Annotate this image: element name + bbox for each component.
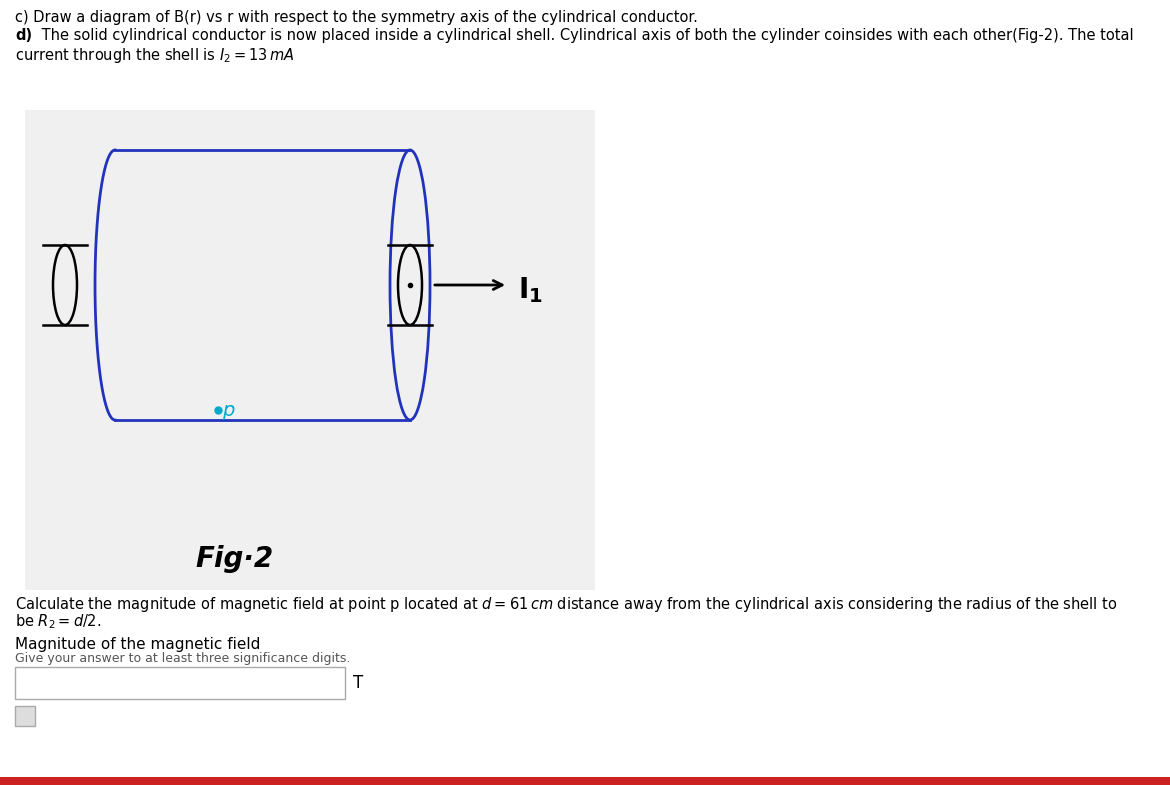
Text: Calculate the magnitude of magnetic field at point p located at $d = 61\,\mathit: Calculate the magnitude of magnetic fiel… — [15, 595, 1117, 614]
Text: Fig·2: Fig·2 — [195, 545, 273, 573]
Bar — [25, 110, 596, 590]
Text: T: T — [353, 674, 363, 692]
Text: current through the shell is $I_2 = 13\,mA$: current through the shell is $I_2 = 13\,… — [15, 46, 295, 65]
Text: be $R_2 = d/2$.: be $R_2 = d/2$. — [15, 612, 101, 630]
Text: Magnitude of the magnetic field: Magnitude of the magnetic field — [15, 637, 261, 652]
Bar — [0, 777, 1170, 785]
Text: c) Draw a diagram of B(r) vs r with respect to the symmetry axis of the cylindri: c) Draw a diagram of B(r) vs r with resp… — [15, 10, 697, 25]
Bar — [15, 706, 35, 726]
Text: Give your answer to at least three significance digits.: Give your answer to at least three signi… — [15, 652, 350, 665]
Text: p: p — [222, 400, 234, 419]
Text: The solid cylindrical conductor is now placed inside a cylindrical shell. Cylind: The solid cylindrical conductor is now p… — [37, 28, 1134, 43]
Text: d): d) — [15, 28, 32, 43]
Bar — [15, 667, 345, 699]
Text: $\mathbf{I}_\mathbf{1}$: $\mathbf{I}_\mathbf{1}$ — [518, 275, 543, 305]
